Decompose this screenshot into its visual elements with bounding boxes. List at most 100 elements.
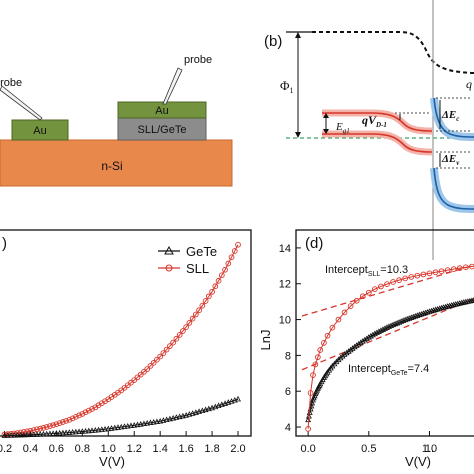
- data-point-sll: [47, 423, 53, 429]
- data-point-sll: [186, 320, 193, 326]
- data-point-gete: [394, 319, 401, 326]
- data-point-sll: [235, 241, 241, 248]
- data-point-gete: [353, 342, 360, 348]
- data-point-gete: [448, 302, 455, 308]
- red-cb: [322, 112, 433, 132]
- data-point-sll: [85, 407, 92, 414]
- data-point-gete: [392, 320, 399, 327]
- data-point-gete: [420, 310, 427, 316]
- data-point-sll: [24, 428, 31, 435]
- panel-d-ytick-label: 4: [285, 422, 291, 434]
- data-point-gete: [173, 414, 180, 420]
- panel-d: (d) LnJ V(V) 0.0 0.5 1.01. 4 6 8 10 12 14 Interc…: [258, 229, 474, 469]
- data-point-sll: [384, 281, 390, 287]
- data-point-gete: [396, 319, 403, 325]
- data-point-gete: [147, 419, 154, 426]
- panel-d-ytick-label: 8: [285, 350, 291, 362]
- data-point-sll: [147, 363, 154, 369]
- data-point-gete: [438, 304, 445, 311]
- panel-d-ytick-label: 6: [285, 386, 291, 398]
- data-point-gete: [56, 429, 63, 436]
- data-point-gete: [456, 300, 463, 306]
- data-point-gete: [17, 431, 24, 438]
- panel-d-ytick-label: 14: [279, 243, 291, 255]
- sll-gete-label: SLL/GeTe: [138, 124, 187, 136]
- data-point-sll: [335, 316, 342, 323]
- panel-d-xtick-label: 1.: [425, 443, 434, 455]
- data-point-gete: [384, 324, 390, 330]
- phi-label: Φ1: [280, 78, 294, 95]
- panel-d-xlabel: V(V): [405, 454, 431, 469]
- data-point-sll: [205, 293, 212, 300]
- data-point-gete: [398, 318, 405, 324]
- data-point-sll: [378, 283, 384, 290]
- data-point-gete: [76, 428, 83, 435]
- data-point-gete: [30, 431, 37, 437]
- data-point-gete: [27, 431, 34, 438]
- data-point-gete: [98, 426, 105, 432]
- data-point-gete: [464, 298, 471, 304]
- data-point-sll: [212, 283, 219, 290]
- data-point-gete: [440, 304, 447, 310]
- data-point-sll: [402, 275, 409, 282]
- blue-cb: [433, 97, 474, 138]
- data-point-gete: [140, 420, 147, 427]
- data-point-sll: [469, 263, 474, 270]
- data-point-gete: [308, 402, 315, 409]
- data-point-sll: [341, 309, 348, 316]
- data-point-sll: [176, 331, 183, 338]
- data-point-gete: [163, 416, 170, 423]
- data-point-sll: [317, 347, 324, 353]
- data-point-sll: [131, 377, 138, 383]
- data-point-gete: [402, 316, 409, 323]
- blue-vb: [433, 167, 474, 210]
- data-point-gete: [128, 422, 134, 429]
- panel-c-xtick-label: 0.2: [0, 443, 12, 455]
- red-vb-glow: [322, 130, 433, 156]
- data-point-gete: [121, 423, 128, 429]
- data-point-sll: [40, 425, 47, 431]
- data-point-sll: [307, 390, 314, 396]
- substrate-label: n-Si: [101, 159, 122, 173]
- series-line-gete: [307, 299, 474, 420]
- data-point-gete: [414, 312, 421, 318]
- legend-sll-marker: [165, 264, 173, 272]
- data-point-gete: [85, 427, 92, 434]
- data-point-gete: [359, 338, 366, 344]
- data-point-sll: [396, 277, 402, 284]
- data-point-sll: [141, 368, 147, 375]
- data-point-gete: [150, 418, 157, 425]
- data-point-sll: [76, 412, 82, 419]
- data-point-gete: [349, 345, 356, 351]
- data-point-sll: [137, 371, 144, 378]
- data-point-gete: [95, 426, 102, 433]
- data-point-gete: [137, 421, 144, 427]
- data-point-gete: [102, 425, 109, 432]
- data-point-gete: [8, 432, 14, 438]
- data-point-sll: [170, 339, 177, 346]
- data-point-gete: [306, 409, 313, 415]
- data-point-gete: [452, 301, 459, 307]
- data-point-gete: [430, 307, 437, 313]
- data-point-sll: [209, 288, 215, 295]
- vacuum-level: [312, 31, 474, 74]
- data-point-gete: [400, 317, 407, 323]
- data-point-gete: [1, 432, 8, 438]
- data-point-gete: [446, 302, 453, 309]
- data-point-sll: [134, 374, 141, 381]
- data-point-gete: [50, 430, 57, 436]
- data-point-sll: [432, 269, 439, 276]
- data-point-sll: [167, 343, 173, 349]
- data-point-gete: [153, 418, 160, 425]
- panel-d-ylabel: LnJ: [258, 330, 273, 351]
- data-point-sll: [160, 350, 167, 356]
- data-point-gete: [347, 346, 354, 353]
- data-point-gete: [131, 422, 138, 428]
- data-point-gete: [160, 417, 167, 423]
- panel-b-label: (b): [264, 33, 282, 50]
- data-point-sll: [310, 372, 316, 378]
- data-point-gete: [111, 424, 118, 431]
- panel-c: ) 0.2 0.4 0.6 0.8 1.0 1.2 1.4 1.6 1.8 2.0 V(V) Ge…: [0, 229, 252, 469]
- panel-c-label: ): [2, 235, 7, 252]
